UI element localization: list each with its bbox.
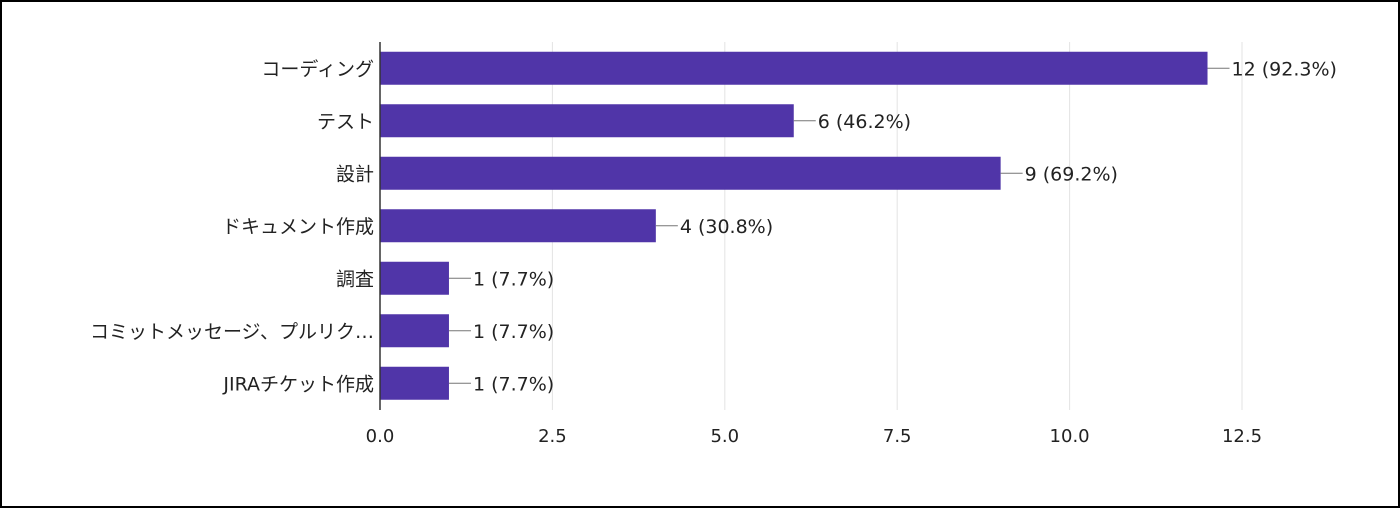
x-tick-label: 0.0 [366,426,395,447]
bar [380,104,794,138]
category-label: テスト [317,111,374,133]
bar [380,314,449,348]
category-label: 設計 [336,163,374,185]
category-label: 調査 [336,268,374,290]
data-label: 1 (7.7%) [473,321,554,343]
category-label: JIRAチケット作成 [222,373,374,395]
data-label: 6 (46.2%) [818,111,911,133]
category-label: コーディング [261,58,374,80]
x-tick-label: 2.5 [538,426,567,447]
data-label: 12 (92.3%) [1232,58,1337,80]
data-label: 1 (7.7%) [473,373,554,395]
bar [380,261,449,295]
bar [380,156,1001,190]
data-label: 1 (7.7%) [473,268,554,290]
bar [380,51,1208,85]
bar [380,366,449,400]
bar [380,209,656,243]
category-label: ドキュメント作成 [222,216,374,238]
x-tick-label: 7.5 [883,426,912,447]
x-tick-label: 5.0 [710,426,739,447]
x-tick-label: 12.5 [1222,426,1262,447]
category-label: コミットメッセージ、プルリク… [90,321,374,343]
x-tick-label: 10.0 [1050,426,1090,447]
data-label: 4 (30.8%) [680,216,773,238]
data-label: 9 (69.2%) [1025,163,1118,185]
